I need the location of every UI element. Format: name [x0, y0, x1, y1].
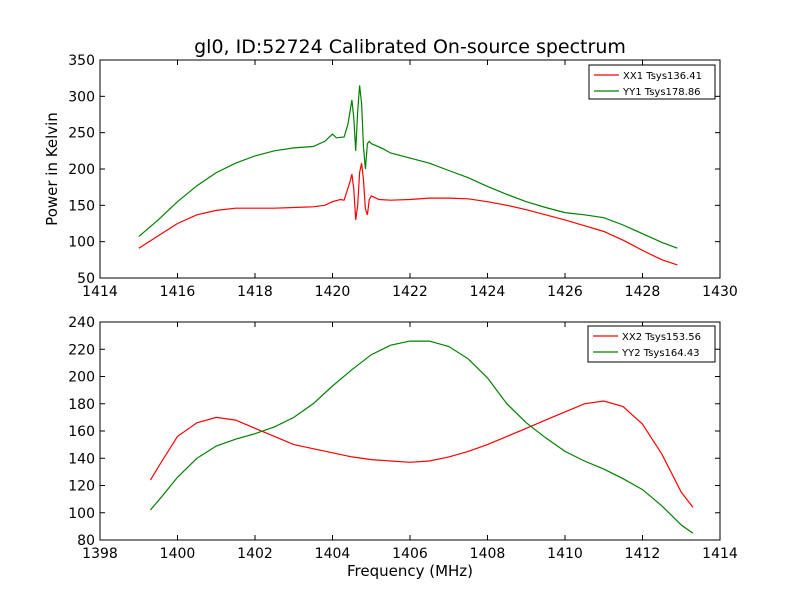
x-tick-label: 1422: [392, 284, 428, 300]
legend-label: XX1 Tsys136.41: [623, 71, 702, 82]
y-tick-label: 220: [68, 342, 95, 358]
x-tick-label: 1424: [470, 284, 506, 300]
x-tick-label: 1412: [625, 546, 661, 562]
y-tick-label: 350: [68, 53, 95, 69]
y-tick-label: 100: [68, 506, 95, 522]
y-tick-label: 150: [68, 198, 95, 214]
y-tick-label: 300: [68, 89, 95, 105]
legend-label: XX2 Tsys153.56: [622, 332, 701, 343]
x-tick-label: 1414: [82, 284, 118, 300]
y-tick-label: 50: [77, 271, 95, 287]
chart-title: gl0, ID:52724 Calibrated On-source spect…: [194, 36, 626, 58]
x-tick-label: 1420: [315, 284, 351, 300]
x-tick-label: 1418: [237, 284, 273, 300]
y-tick-label: 200: [68, 370, 95, 386]
x-tick-label: 1404: [315, 546, 351, 562]
x-tick-label: 1430: [702, 284, 738, 300]
series-line-yy1: [138, 85, 678, 249]
legend-label: YY2 Tsys164.43: [621, 348, 700, 359]
x-tick-label: 1408: [470, 546, 506, 562]
y-tick-label: 250: [68, 126, 95, 142]
x-tick-label: 1402: [237, 546, 273, 562]
series-line-xx2: [149, 400, 694, 508]
y-tick-label: 180: [68, 397, 95, 413]
y-tick-label: 80: [77, 533, 95, 549]
x-axis-label: Frequency (MHz): [347, 562, 473, 580]
legend-label: YY1 Tsys178.86: [622, 87, 701, 98]
y-tick-label: 140: [68, 451, 95, 467]
y-tick-label: 160: [68, 424, 95, 440]
x-tick-label: 1414: [702, 546, 738, 562]
x-tick-label: 1428: [625, 284, 661, 300]
bottom-panel: 1398 1400 1402 1404 1406 1408 1410 1412 1414 80 10…: [68, 315, 738, 562]
y-tick-label: 200: [68, 162, 95, 178]
x-tick-label: 1400: [160, 546, 196, 562]
series-line-xx1: [138, 163, 678, 266]
y-tick-label: 240: [68, 315, 95, 331]
legend-box: [587, 325, 716, 363]
x-tick-label: 1426: [547, 284, 583, 300]
top-panel: 1414 1416 1418 1420 1422 1424 1426 1428 1430 50 10…: [68, 53, 738, 300]
x-tick-label: 1416: [160, 284, 196, 300]
x-tick-label: 1410: [547, 546, 583, 562]
y-axis-label: Power in Kelvin: [43, 112, 61, 226]
series-line-yy2: [149, 340, 694, 534]
legend: XX2 Tsys153.56 YY2 Tsys164.43: [587, 325, 716, 363]
x-tick-label: 1406: [392, 546, 428, 562]
legend: XX1 Tsys136.41 YY1 Tsys178.86: [588, 64, 716, 100]
legend-box: [588, 64, 716, 100]
y-tick-label: 100: [68, 235, 95, 251]
x-tick-label: 1398: [82, 546, 118, 562]
y-tick-label: 120: [68, 479, 95, 495]
